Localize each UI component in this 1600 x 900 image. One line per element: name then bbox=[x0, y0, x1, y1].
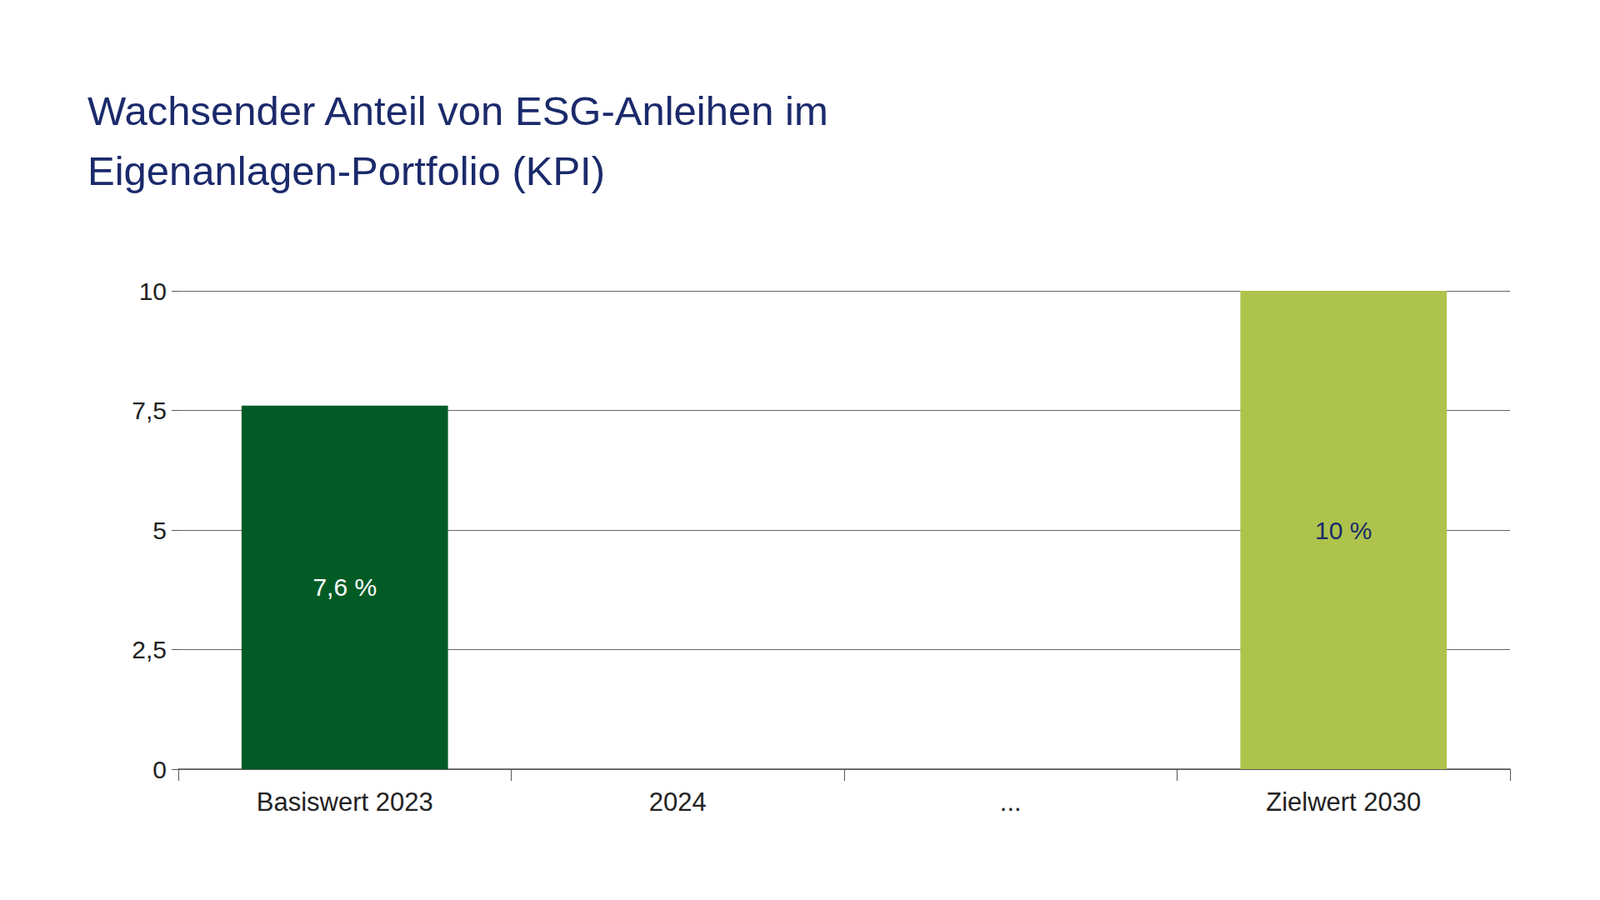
svg-text:0: 0 bbox=[152, 755, 167, 784]
svg-text:...: ... bbox=[1000, 787, 1022, 817]
svg-text:Zielwert 2030: Zielwert 2030 bbox=[1265, 787, 1421, 817]
svg-text:2024: 2024 bbox=[649, 787, 707, 817]
svg-text:7,5: 7,5 bbox=[131, 396, 167, 425]
svg-text:10 %: 10 % bbox=[1315, 516, 1372, 545]
svg-text:2,5: 2,5 bbox=[131, 635, 167, 664]
svg-text:Basiswert 2023: Basiswert 2023 bbox=[256, 787, 434, 817]
svg-text:10: 10 bbox=[139, 277, 167, 305]
svg-text:Wachsender Anteil von ESG-Anle: Wachsender Anteil von ESG-Anleihen im bbox=[87, 88, 840, 134]
svg-text:Eigenanlagen-Portfolio (KPI): Eigenanlagen-Portfolio (KPI) bbox=[87, 148, 605, 194]
svg-text:7,6 %: 7,6 % bbox=[312, 573, 377, 601]
svg-text:5: 5 bbox=[152, 516, 167, 545]
